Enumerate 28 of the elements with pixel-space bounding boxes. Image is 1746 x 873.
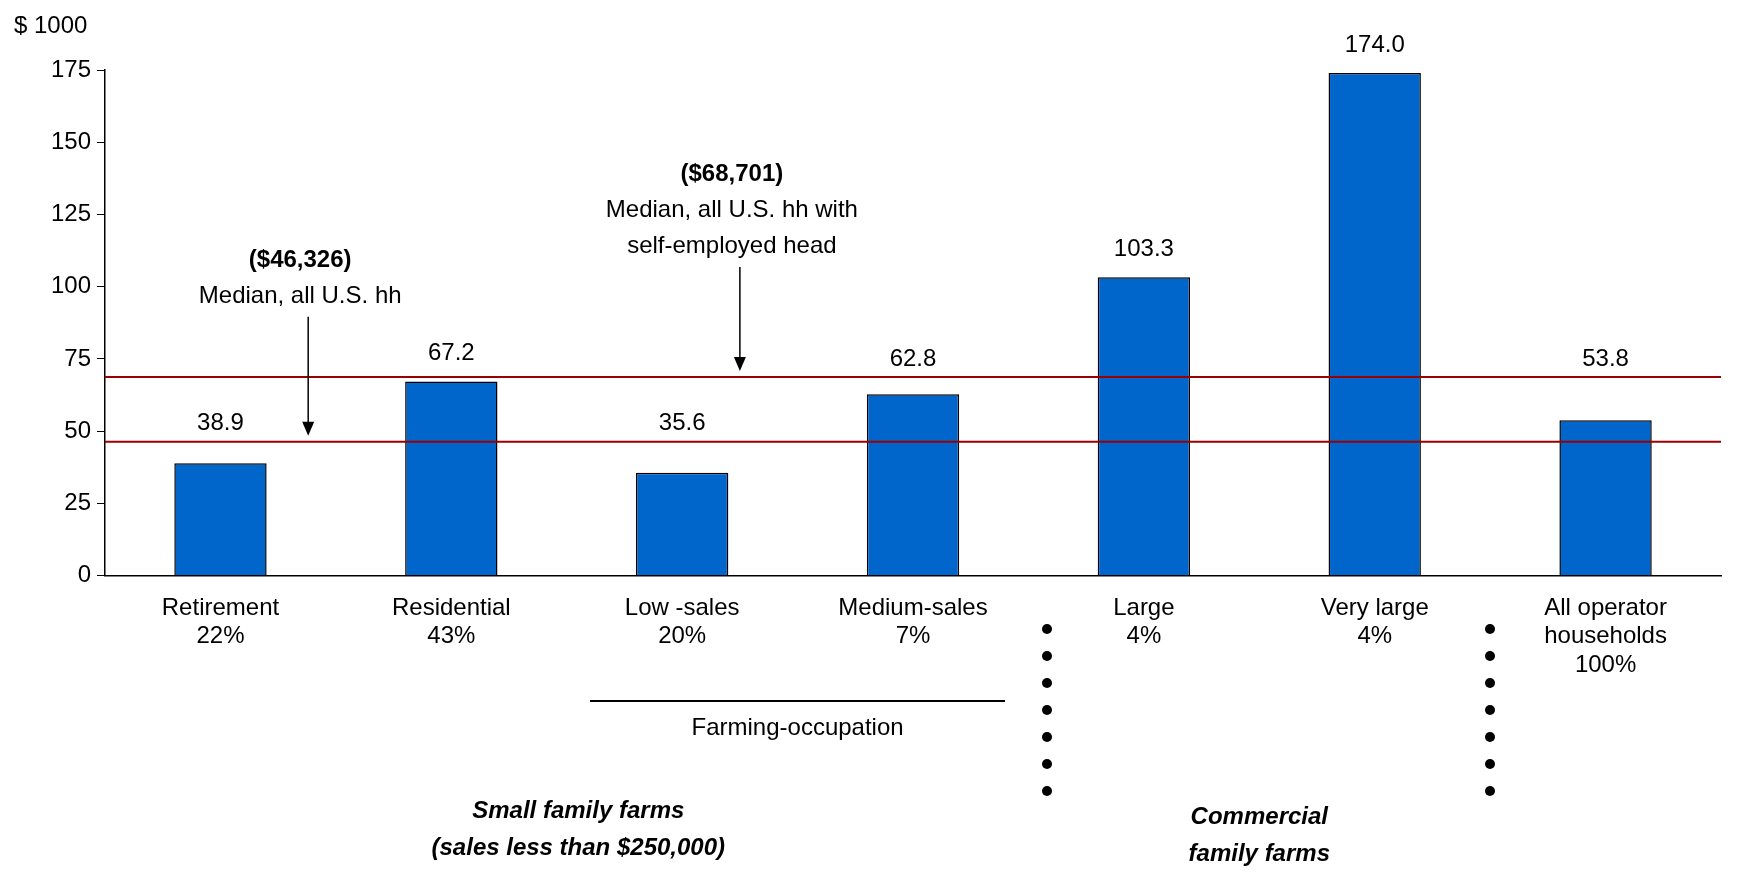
data-label: 174.0	[1344, 29, 1405, 57]
text: Farming-occupation	[691, 713, 904, 740]
y-tick-label: 175	[51, 54, 92, 82]
x-tick-label: All operator households 100%	[1544, 592, 1667, 678]
x-tick-label: Retirement 22%	[161, 592, 280, 649]
y-axis-title: $ 1000	[14, 10, 88, 38]
text: Commercial family farms	[1188, 802, 1330, 866]
data-label: 67.2	[427, 338, 475, 366]
x-tick-label: Residential 43%	[391, 592, 511, 649]
x-tick-label: Medium-sales 7%	[838, 592, 988, 649]
data-label: 62.8	[889, 343, 937, 371]
y-tick-label: 50	[64, 415, 92, 443]
data-label: 53.8	[1582, 343, 1629, 371]
data-label: 38.9	[197, 408, 244, 436]
annotation: ($68,701) Median, all U.S. hh with self-employed head	[605, 159, 858, 259]
data-label: 35.6	[658, 408, 706, 436]
y-tick-label: 25	[64, 488, 92, 515]
annotation: ($46,326) Median, all U.S. hh	[198, 244, 402, 308]
y-tick-label: 75	[64, 343, 92, 371]
y-tick-label: 125	[51, 199, 92, 227]
data-label: 103.3	[1113, 233, 1174, 261]
x-tick-label: Low -sales 20%	[624, 592, 740, 649]
x-tick-label: Very large 4%	[1320, 592, 1429, 649]
y-tick-label: 150	[51, 126, 92, 154]
x-tick-label: Large 4%	[1113, 592, 1175, 649]
y-tick-label: 100	[51, 271, 92, 299]
y-tick-label: 0	[77, 560, 92, 588]
text: Small family farms (sales less than $250,000)	[431, 796, 726, 860]
